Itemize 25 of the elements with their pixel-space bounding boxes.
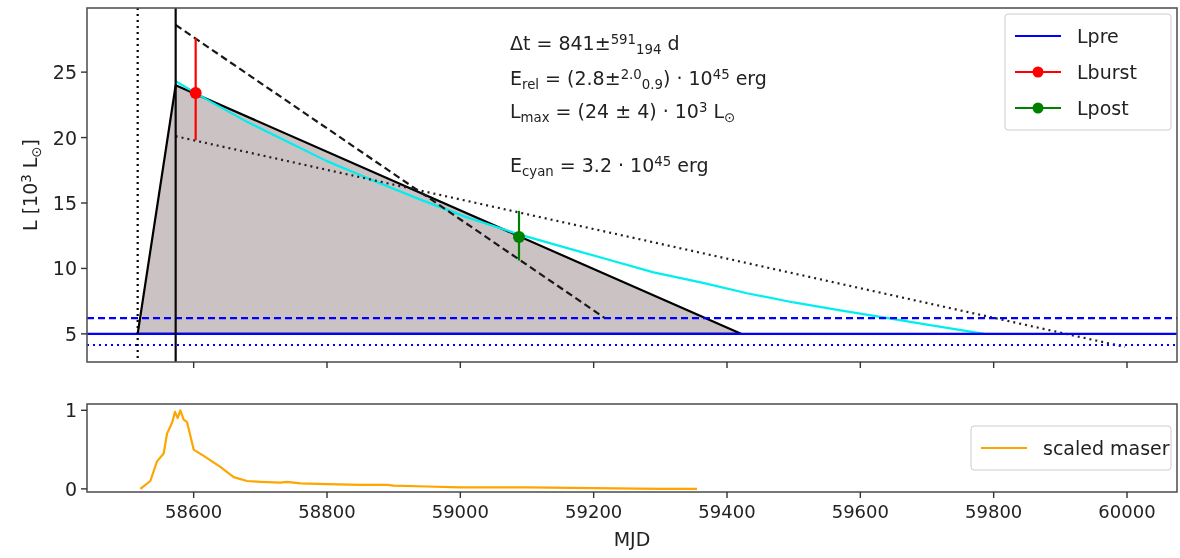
x-tick-label: 59000	[431, 501, 489, 522]
x-axis-title: MJD	[613, 528, 651, 550]
legend-label: Lburst	[1077, 61, 1137, 83]
y-tick-label: 10	[52, 257, 77, 280]
y-tick-label: 15	[52, 191, 77, 214]
y-tick-label: 25	[52, 61, 77, 84]
x-tick-label: 58800	[298, 501, 356, 522]
x-tick-label: 58600	[165, 501, 223, 522]
annotation: Δt = 841±$^{591}$$_{194}$ d	[510, 32, 680, 57]
y-tick-label: 20	[52, 126, 77, 149]
x-tick-label: 60000	[1098, 501, 1156, 522]
annotation: L$_{max}$ = (24 ± 4) · 10$^{3}$ L$_{⊙}$	[510, 100, 736, 125]
y-tick-label: 1	[64, 399, 77, 422]
x-tick-label: 59200	[565, 501, 623, 522]
x-tick-label: 59800	[965, 501, 1023, 522]
x-tick-label: 59600	[831, 501, 889, 522]
annotation: E$_{cyan}$ = 3.2 · 10$^{45}$ erg	[510, 154, 709, 179]
legend-label: Lpost	[1077, 97, 1129, 119]
y-tick-label: 5	[64, 322, 77, 345]
legend-label: Lpre	[1077, 25, 1119, 47]
annotation: E$_{rel}$ = (2.8±$^{2.0}$$_{0.9}$) · 10$^{45}$ erg	[510, 67, 767, 92]
x-tick-label: 59400	[698, 501, 756, 522]
y-tick-label: 0	[64, 477, 77, 500]
line-series	[139, 409, 699, 490]
legend-label: scaled maser	[1043, 437, 1170, 459]
